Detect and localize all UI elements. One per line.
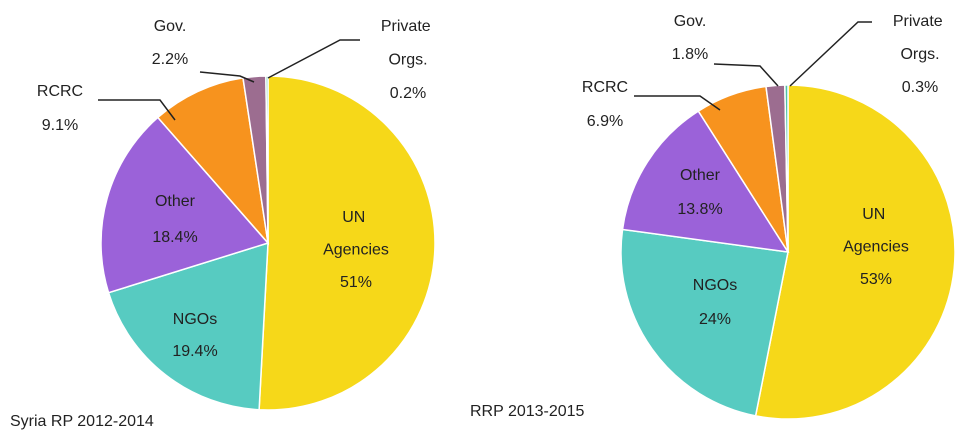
slice-value: 0.3% xyxy=(902,79,938,96)
slice-value: 53% xyxy=(860,271,892,288)
pie-slice xyxy=(107,241,269,411)
slice-label: Gov. xyxy=(674,13,707,30)
slice-label: UN Agencies xyxy=(843,206,909,256)
pie-slice xyxy=(100,116,270,294)
slice-value: 9.1% xyxy=(42,117,78,134)
leader-line xyxy=(199,71,255,83)
leader-line xyxy=(98,99,176,121)
leader-line xyxy=(634,95,721,111)
pie-slice xyxy=(754,84,956,420)
slice-value: 1.8% xyxy=(672,46,708,63)
slice-value: 2.2% xyxy=(152,51,188,68)
leader-line xyxy=(713,63,779,87)
slice-value: 18.4% xyxy=(152,229,197,246)
slice-value: 13.8% xyxy=(677,201,722,218)
slice-value: 24% xyxy=(699,311,731,328)
slice-label: Private Orgs. xyxy=(893,13,947,63)
slice-label: Private Orgs. xyxy=(381,18,435,69)
slice-label: Gov. xyxy=(154,18,187,35)
pie-slice xyxy=(156,77,270,246)
slice-label: UN Agencies xyxy=(323,209,389,259)
slice-value: 51% xyxy=(340,274,372,291)
slice-value: 0.2% xyxy=(390,85,426,102)
slice-label: RCRC xyxy=(582,79,628,96)
slice-value: 6.9% xyxy=(587,113,623,130)
slice-label: Other xyxy=(155,193,196,210)
pie-slice xyxy=(258,75,436,411)
slice-label: NGOs xyxy=(173,311,217,328)
pie-slice xyxy=(265,75,269,244)
slice-label: RCRC xyxy=(37,83,83,100)
leader-line xyxy=(267,39,360,79)
chart-title: RRP 2013-2015 xyxy=(470,403,585,420)
pie-slice xyxy=(784,84,789,253)
slice-value: 19.4% xyxy=(172,343,217,360)
slice-label: NGOs xyxy=(693,277,737,294)
leader-line xyxy=(789,21,872,87)
pie-slice xyxy=(620,228,789,417)
pie-slice xyxy=(621,110,790,253)
slice-label: Other xyxy=(680,167,721,184)
chart-title: Syria RP 2012-2014 xyxy=(10,413,154,430)
